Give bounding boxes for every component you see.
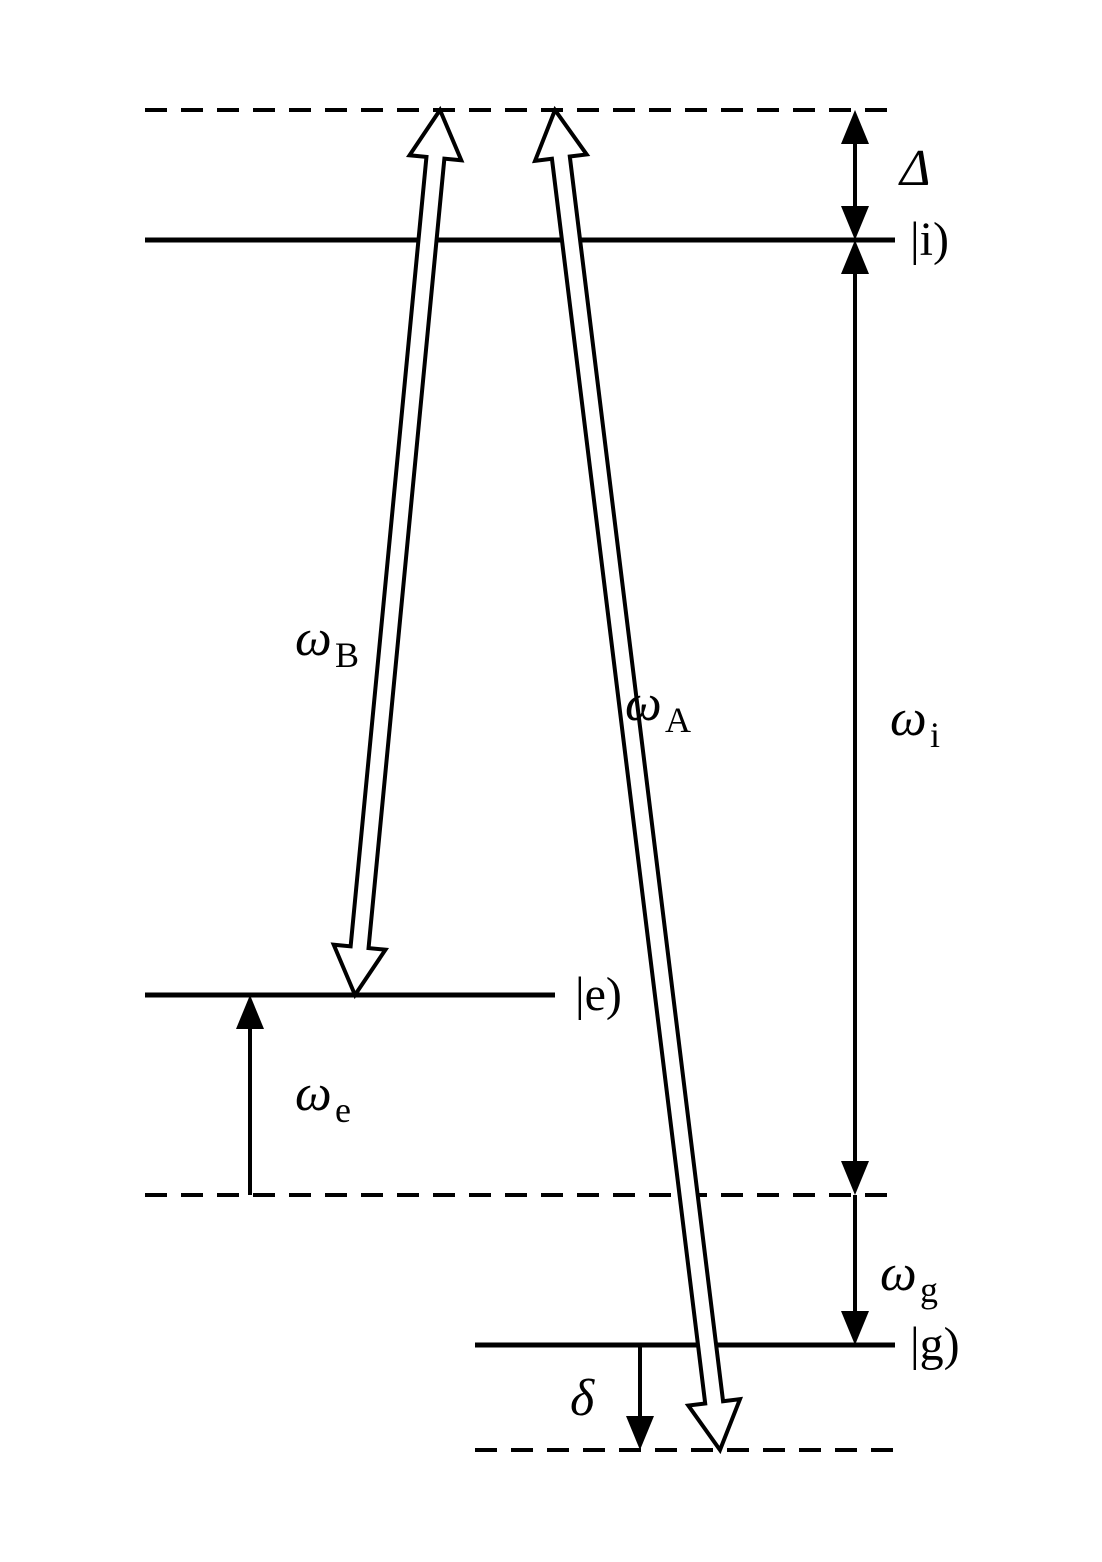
gap-label-omega_g: ωg: [880, 1245, 938, 1310]
gap-delta-arrow-down: [626, 1416, 654, 1450]
svg-text:δ: δ: [570, 1370, 595, 1427]
transition-label-omega_B: ωB: [295, 610, 359, 675]
svg-text:ω: ω: [890, 690, 927, 747]
svg-text:e: e: [335, 1090, 351, 1130]
level-label-e_level: |e): [575, 968, 622, 1021]
svg-text:A: A: [665, 700, 691, 740]
svg-text:B: B: [335, 635, 359, 675]
svg-text:ω: ω: [295, 1065, 332, 1122]
energy-level-diagram: |i)|e)|g)ωBωAΔωiωeωgδ: [0, 0, 1102, 1562]
transition-omega_A: [535, 110, 740, 1450]
transition-label-omega_A: ωA: [625, 675, 691, 740]
svg-text:ω: ω: [880, 1245, 917, 1302]
gap-omega_g-arrow-down: [841, 1311, 869, 1345]
gap-Delta-arrow-up: [841, 110, 869, 144]
svg-text:ω: ω: [625, 675, 662, 732]
level-label-g_level: |g): [910, 1318, 960, 1371]
gap-label-delta: δ: [570, 1370, 595, 1427]
level-label-i_level: |i): [910, 213, 949, 266]
gap-omega_i-arrow-down: [841, 1161, 869, 1195]
svg-text:ω: ω: [295, 610, 332, 667]
gap-label-Delta: Δ: [898, 140, 931, 197]
gap-Delta-arrow-down: [841, 206, 869, 240]
svg-text:i: i: [930, 715, 940, 755]
gap-omega_i-arrow-up: [841, 240, 869, 274]
gap-label-omega_e: ωe: [295, 1065, 351, 1130]
svg-text:g: g: [920, 1270, 938, 1310]
transition-omega_B: [334, 110, 462, 995]
gap-label-omega_i: ωi: [890, 690, 940, 755]
svg-text:Δ: Δ: [898, 140, 931, 197]
gap-omega_e-arrow-up: [236, 995, 264, 1029]
